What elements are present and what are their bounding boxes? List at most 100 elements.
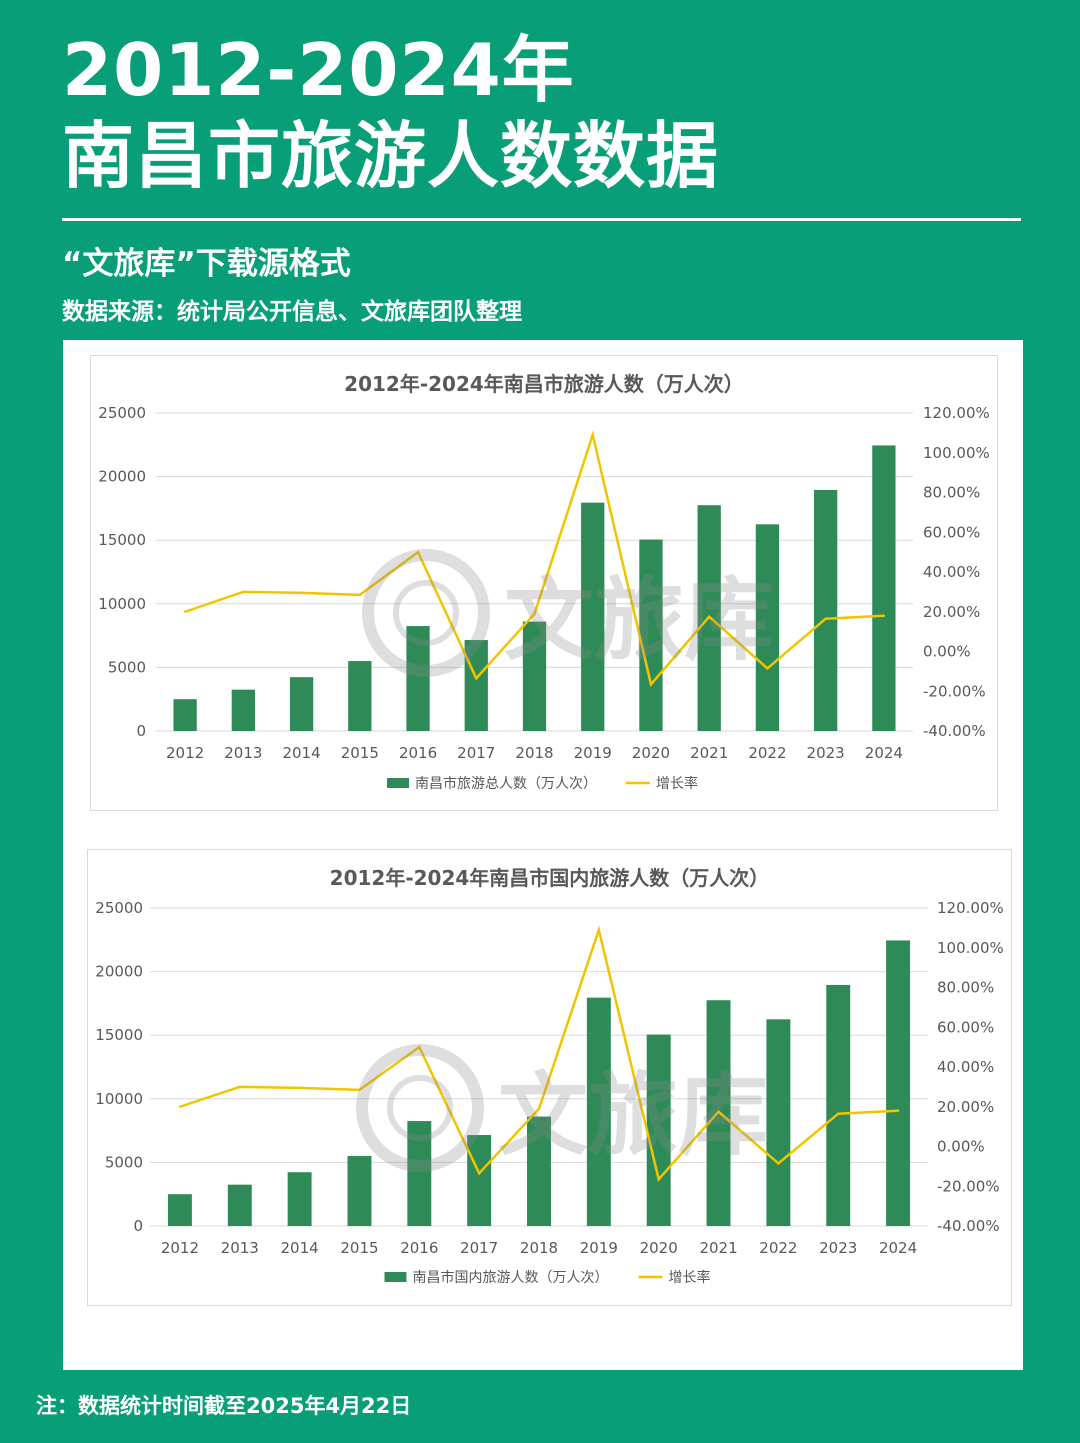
bar (231, 689, 255, 731)
line-point (533, 612, 536, 615)
x-tick-label: 2024 (865, 744, 903, 762)
legend-bar-label: 南昌市旅游总人数（万人次） (415, 775, 597, 792)
y2-tick-label: -20.00% (937, 1177, 1000, 1195)
line-point (649, 683, 653, 686)
charts-panel: 2012年-2024年南昌市旅游人数（万人次） 0 5000 10000 15000 20… (63, 340, 1023, 1370)
bar (167, 1194, 192, 1226)
legend-bar-swatch (384, 1272, 407, 1282)
bar (289, 677, 314, 731)
y-tick-label: 25000 (95, 899, 143, 917)
watermark-logo-icon (356, 1044, 484, 1172)
line-point (766, 667, 769, 670)
y-tick-label: 10000 (95, 1090, 143, 1108)
line-point (300, 591, 303, 595)
line-point (242, 590, 245, 594)
x-tick-label: 2018 (520, 1239, 558, 1257)
y-tick-label: 15000 (95, 1026, 143, 1044)
y-tick-label: 10000 (98, 595, 146, 613)
x-tick-label: 2019 (574, 744, 612, 762)
bar (872, 445, 896, 731)
y2-tick-label: 20.00% (937, 1098, 994, 1116)
chart-legend: 南昌市国内旅游人数（万人次） 增长率 (384, 1269, 711, 1286)
line-point (298, 1086, 301, 1090)
line-point (358, 1088, 361, 1092)
bar (886, 940, 911, 1226)
line-point (597, 928, 601, 932)
y2-tick-label: 60.00% (923, 523, 980, 541)
footnote: 注：数据统计时间截至2025年4月22日 (36, 1394, 412, 1418)
line-point (418, 1045, 421, 1049)
y2-tick-label: 0.00% (923, 643, 971, 661)
bar (766, 1019, 791, 1226)
x-tick-label: 2012 (161, 1239, 199, 1257)
x-tick-label: 2023 (807, 744, 845, 762)
x-tick-label: 2017 (460, 1239, 498, 1257)
x-tick-label: 2016 (400, 1239, 438, 1257)
y-tick-label: 15000 (98, 531, 146, 549)
y-tick-label: 0 (136, 722, 146, 740)
chart-title: 2012年-2024年南昌市旅游人数（万人次） (344, 372, 744, 396)
bar (586, 997, 611, 1226)
x-tick-label: 2015 (340, 1239, 378, 1257)
legend-line-label: 增长率 (656, 775, 698, 792)
chart-domestic-tourists: 2012年-2024年南昌市国内旅游人数（万人次） 0 5000 10000 15000… (87, 849, 1012, 1306)
bar (287, 1172, 312, 1226)
chart-domestic-svg: 2012年-2024年南昌市国内旅游人数（万人次） 0 5000 10000 15000… (95, 866, 1004, 1286)
line-point (475, 677, 478, 680)
page-title-line2: 南昌市旅游人数数据 (62, 114, 720, 198)
page-subtitle: “文旅库”下载源格式 (62, 246, 351, 282)
bar (527, 1116, 551, 1226)
data-source: 数据来源：统计局公开信息、文旅库团队整理 (62, 299, 522, 325)
line-point (657, 1178, 660, 1181)
y2-tick-label: -40.00% (923, 722, 986, 740)
bar (826, 984, 851, 1226)
bar (639, 539, 663, 731)
legend-bar-swatch (387, 778, 409, 788)
y2-tick-label: 60.00% (937, 1018, 994, 1036)
x-tick-label: 2020 (632, 744, 670, 762)
x-tick-label: 2019 (580, 1239, 618, 1257)
line-point (537, 1107, 541, 1110)
x-tick-label: 2021 (690, 744, 728, 762)
watermark: 文旅库 (356, 1044, 768, 1172)
line-point (882, 614, 886, 617)
y2-tick-label: 0.00% (937, 1138, 985, 1156)
line-point (358, 593, 362, 597)
line-point (416, 550, 420, 554)
legend-line-label: 增长率 (669, 1269, 711, 1286)
y2-tick-label: 40.00% (937, 1058, 994, 1076)
line-point (717, 1110, 720, 1113)
y2-tick-label: 100.00% (923, 444, 990, 462)
x-tick-label: 2016 (399, 744, 437, 762)
line-point (183, 610, 187, 613)
bar (646, 1034, 671, 1226)
y-tick-label: 0 (133, 1217, 143, 1235)
y2-tick-label: 80.00% (937, 979, 994, 997)
y-tick-label: 5000 (108, 658, 146, 676)
y2-tick-label: 80.00% (923, 484, 980, 502)
y-tick-label: 20000 (98, 468, 146, 486)
y-tick-label: 25000 (98, 404, 146, 422)
chart-total-tourists: 2012年-2024年南昌市旅游人数（万人次） 0 5000 10000 15000 20… (90, 355, 998, 811)
watermark-text: 文旅库 (498, 1063, 768, 1168)
y2-tick-label: 20.00% (923, 603, 980, 621)
line-point (777, 1162, 780, 1165)
bar (522, 621, 547, 731)
x-tick-label: 2017 (457, 744, 495, 762)
watermark-ring (362, 549, 490, 677)
bar (406, 626, 430, 731)
y-tick-label: 20000 (95, 963, 143, 981)
y2-tick-label: 40.00% (923, 563, 980, 581)
x-tick-label: 2024 (879, 1239, 917, 1257)
bar (227, 1184, 252, 1226)
chart-title: 2012年-2024年南昌市国内旅游人数（万人次） (330, 866, 770, 890)
chart-total-svg: 2012年-2024年南昌市旅游人数（万人次） 0 5000 10000 15000 20… (98, 372, 990, 792)
x-tick-label: 2015 (341, 744, 379, 762)
x-tick-label: 2020 (640, 1239, 678, 1257)
bar (407, 1121, 432, 1226)
x-tick-label: 2013 (224, 744, 262, 762)
x-tick-label: 2023 (819, 1239, 857, 1257)
watermark-logo-icon (362, 549, 490, 677)
watermark: 文旅库 (362, 549, 774, 677)
y2-tick-label: 100.00% (937, 939, 1004, 957)
